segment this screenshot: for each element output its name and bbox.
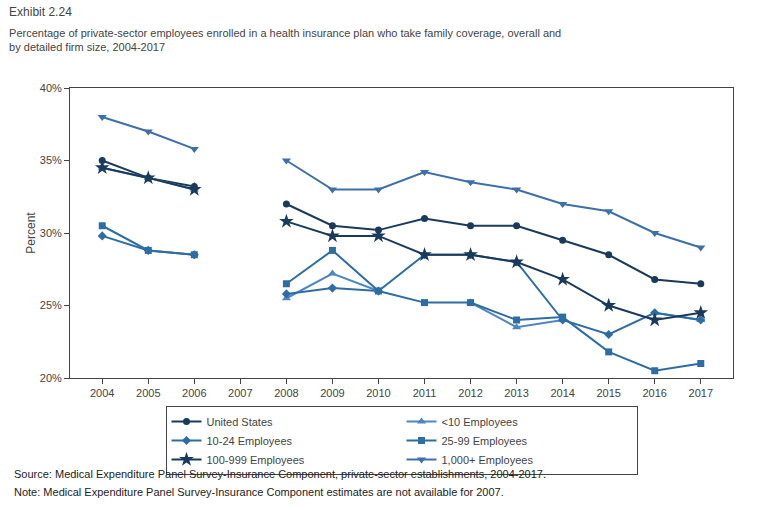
svg-text:100-999 Employees: 100-999 Employees xyxy=(207,454,305,466)
svg-text:10-24 Employees: 10-24 Employees xyxy=(207,435,293,447)
svg-text:<10 Employees: <10 Employees xyxy=(442,416,519,428)
svg-text:2010: 2010 xyxy=(366,387,390,399)
svg-text:40%: 40% xyxy=(40,82,62,94)
svg-text:2011: 2011 xyxy=(413,387,437,399)
svg-text:2006: 2006 xyxy=(182,387,206,399)
svg-text:Exhibit 2.24: Exhibit 2.24 xyxy=(9,5,72,19)
svg-text:2004: 2004 xyxy=(90,387,114,399)
svg-text:2013: 2013 xyxy=(504,387,528,399)
svg-text:2015: 2015 xyxy=(596,387,620,399)
svg-text:2007: 2007 xyxy=(228,387,252,399)
svg-text:2009: 2009 xyxy=(320,387,344,399)
svg-text:2008: 2008 xyxy=(274,387,298,399)
svg-text:Note: Medical Expenditure Pane: Note: Medical Expenditure Panel Survey-I… xyxy=(14,486,504,498)
svg-text:United States: United States xyxy=(207,416,274,428)
svg-text:Percentage of private-sector e: Percentage of private-sector employees e… xyxy=(9,27,561,53)
svg-text:2012: 2012 xyxy=(458,387,482,399)
svg-text:2005: 2005 xyxy=(136,387,160,399)
svg-text:2016: 2016 xyxy=(642,387,666,399)
svg-text:1,000+ Employees: 1,000+ Employees xyxy=(442,454,534,466)
svg-text:2014: 2014 xyxy=(550,387,574,399)
svg-text:Percent: Percent xyxy=(24,212,38,254)
svg-text:25%: 25% xyxy=(40,299,62,311)
svg-text:Source: Medical Expenditure Pa: Source: Medical Expenditure Panel Survey… xyxy=(14,468,546,480)
svg-text:25-99 Employees: 25-99 Employees xyxy=(442,435,528,447)
svg-text:20%: 20% xyxy=(40,372,62,384)
svg-text:35%: 35% xyxy=(40,154,62,166)
svg-text:2017: 2017 xyxy=(689,387,713,399)
svg-text:30%: 30% xyxy=(40,227,62,239)
